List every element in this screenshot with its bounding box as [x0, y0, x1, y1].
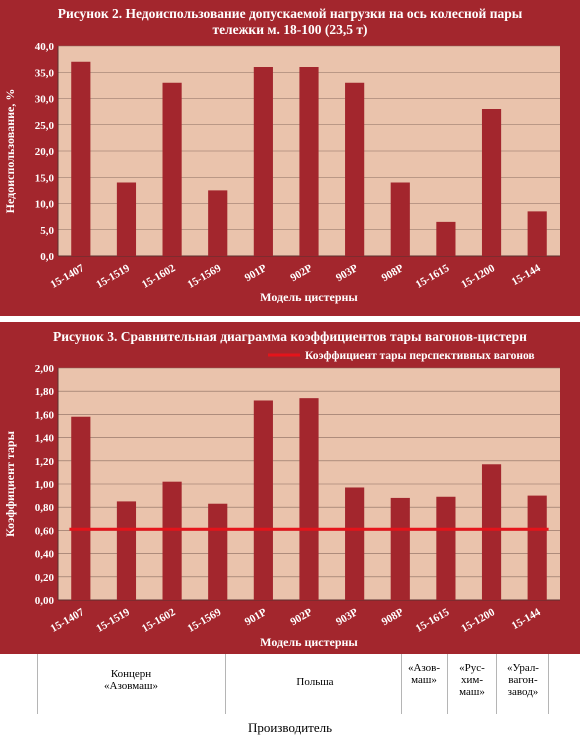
bar-15-144: [527, 211, 547, 256]
bar-908Р: [390, 497, 410, 600]
x-tick-label: 15-144: [510, 606, 543, 632]
chart2-title: Рисунок 3. Сравнительная диаграмма коэфф…: [53, 329, 527, 344]
bar-902Р: [299, 398, 319, 600]
x-axis-label: Модель цистерны: [260, 635, 358, 649]
producers-row: Концерн «Азовмаш» Польша «Азов-маш» «Рус…: [0, 654, 580, 735]
bar-15-1407: [71, 61, 91, 256]
x-tick-label: 15-1519: [94, 262, 132, 291]
x-tick-label: 901Р: [243, 262, 269, 284]
producer-divider: [496, 654, 497, 714]
y-tick-label: 5,0: [40, 225, 54, 237]
y-tick-label: 40,0: [35, 41, 55, 53]
y-tick-label: 25,0: [35, 120, 55, 132]
producer-divider: [548, 654, 549, 714]
x-tick-label: 15-1200: [459, 262, 497, 291]
y-tick-label: 0,80: [35, 502, 55, 514]
bar-901Р: [253, 67, 273, 256]
y-tick-label: 0,40: [35, 549, 55, 561]
x-tick-label: 15-1569: [185, 606, 223, 635]
bar-908Р: [390, 182, 410, 256]
y-axis-label: Коэффициент тары: [3, 430, 17, 537]
producer-divider: [225, 654, 226, 714]
y-tick-label: 0,20: [35, 572, 55, 584]
bar-15-1602: [162, 481, 182, 600]
bar-15-1615: [436, 221, 456, 256]
producer-azovmash-concern: Концерн «Азовмаш»: [104, 668, 158, 692]
bar-15-1200: [481, 464, 502, 600]
y-tick-label: 1,60: [35, 409, 55, 421]
chart-panel-2: Рисунок 3. Сравнительная диаграмма коэфф…: [0, 322, 580, 654]
chart2-svg: 0,00 0,20 0,40 0,60 0,80 1,00 1,20 1,40 1,60 1,80…: [3, 350, 560, 649]
x-tick-label: 15-144: [510, 262, 543, 288]
bar-901Р: [253, 400, 273, 600]
bar-15-1519: [116, 501, 137, 600]
x-tick-label: 903Р: [334, 606, 360, 628]
y-tick-label: 0,00: [35, 595, 55, 607]
x-tick-label: 901Р: [243, 606, 269, 628]
bar-15-144: [527, 495, 547, 600]
x-tick-label: 908Р: [380, 262, 406, 284]
bar-15-1407: [71, 416, 91, 600]
y-tick-label: 2,00: [35, 363, 55, 375]
y-tick-label: 1,40: [35, 433, 55, 445]
chart1-title-line2: тележки м. 18-100 (23,5 т): [212, 22, 368, 37]
x-tick-label: 908Р: [380, 606, 406, 628]
x-tick-label: 15-1407: [49, 606, 87, 635]
chart-panel-1: Рисунок 2. Недоиспользование допускаемой…: [0, 0, 580, 316]
y-tick-label: 1,80: [35, 386, 55, 398]
y-tick-label: 20,0: [35, 146, 55, 158]
x-tick-label: 15-1615: [414, 606, 452, 635]
x-tick-label: 15-1519: [94, 606, 132, 635]
y-tick-label: 30,0: [35, 94, 55, 106]
y-tick-label: 35,0: [35, 67, 55, 79]
x-tick-label: 15-1569: [185, 262, 223, 291]
producer-divider: [37, 654, 38, 714]
x-tick-label: 15-1407: [49, 262, 87, 291]
y-tick-label: 0,0: [40, 251, 54, 263]
chart1-svg: 0,0 5,0 10,0 15,0 20,0 25,0 30,0 35,0 40,0 15-140…: [3, 41, 560, 304]
bar-15-1569: [208, 190, 228, 256]
x-tick-label: 15-1615: [414, 262, 452, 291]
x-axis-label: Модель цистерны: [260, 290, 358, 304]
chart1-title: Рисунок 2. Недоиспользование допускаемой…: [0, 6, 580, 38]
bar-15-1200: [481, 109, 502, 256]
y-tick-label: 1,20: [35, 456, 55, 468]
producer-azovmash: «Азов-маш»: [407, 662, 441, 686]
x-tick-label: 902Р: [288, 606, 314, 628]
bar-902Р: [299, 67, 319, 256]
producers-title: Производитель: [247, 720, 333, 735]
x-tick-label: 15-1602: [140, 262, 178, 291]
chart1-title-line1: Рисунок 2. Недоиспользование допускаемой…: [57, 6, 523, 21]
bar-15-1569: [208, 503, 228, 600]
x-tick-label: 15-1200: [459, 606, 497, 635]
y-tick-label: 15,0: [35, 172, 55, 184]
producer-uralvagonzavod: «Урал-вагон-завод»: [507, 662, 539, 698]
legend-label: Коэффициент тары перспективных вагонов: [305, 350, 535, 362]
y-tick-label: 0,60: [35, 525, 55, 537]
producer-divider: [447, 654, 448, 714]
bar-15-1615: [436, 496, 456, 600]
bar-903Р: [345, 487, 365, 600]
producer-ruskhimmash: «Рус-хим-маш»: [459, 662, 485, 698]
x-tick-label: 903Р: [334, 262, 360, 284]
x-tick-label: 902Р: [288, 262, 314, 284]
bar-903Р: [345, 82, 365, 256]
bar-15-1602: [162, 82, 182, 256]
y-axis-label: Недоиспользование, %: [3, 89, 17, 214]
y-tick-label: 10,0: [35, 199, 55, 211]
x-tick-label: 15-1602: [140, 606, 178, 635]
producer-divider: [401, 654, 402, 714]
producer-poland: Польша: [296, 676, 334, 688]
bar-15-1519: [116, 182, 137, 256]
y-tick-label: 1,00: [35, 479, 55, 491]
